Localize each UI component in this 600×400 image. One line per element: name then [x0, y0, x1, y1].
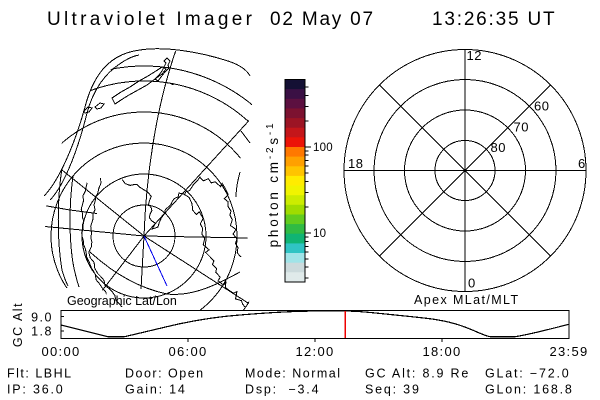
- svg-text:GC Alt: 8.9 Re: GC Alt: 8.9 Re: [365, 367, 470, 381]
- svg-text:Seq: 39: Seq: 39: [365, 383, 421, 397]
- svg-text:02 May 07: 02 May 07: [270, 9, 375, 30]
- svg-text:70: 70: [514, 120, 529, 135]
- svg-text:Geographic Lat/Lon: Geographic Lat/Lon: [67, 294, 177, 308]
- svg-text:IP: 36.0: IP: 36.0: [7, 383, 65, 397]
- svg-text:00:00: 00:00: [41, 344, 80, 359]
- svg-text:GLon: 168.8: GLon: 168.8: [485, 383, 574, 397]
- svg-text:Dsp: −3.4: Dsp: −3.4: [245, 383, 320, 397]
- svg-text:GLat: −72.0: GLat: −72.0: [485, 367, 570, 381]
- svg-text:Ultraviolet Imager: Ultraviolet Imager: [47, 9, 255, 30]
- svg-text:Door: Open: Door: Open: [125, 367, 205, 381]
- svg-text:23:59: 23:59: [549, 344, 588, 359]
- svg-text:Flt: LBHL: Flt: LBHL: [7, 367, 73, 381]
- svg-text:80: 80: [491, 140, 506, 155]
- svg-text:18:00: 18:00: [422, 344, 461, 359]
- svg-text:10: 10: [313, 228, 326, 240]
- svg-text:100: 100: [313, 142, 333, 154]
- svg-text:9.0: 9.0: [31, 310, 53, 324]
- svg-text:6: 6: [578, 156, 586, 171]
- svg-text:60: 60: [534, 99, 549, 114]
- svg-text:Gain: 14: Gain: 14: [125, 383, 187, 397]
- svg-text:18: 18: [348, 156, 363, 171]
- svg-text:0: 0: [468, 276, 476, 291]
- svg-text:13:26:35 UT: 13:26:35 UT: [432, 9, 556, 30]
- svg-text:GC Alt: GC Alt: [11, 302, 25, 347]
- svg-text:06:00: 06:00: [168, 344, 207, 359]
- svg-text:Mode: Normal: Mode: Normal: [245, 367, 342, 381]
- svg-text:12:00: 12:00: [295, 344, 334, 359]
- svg-text:photon cm-2s-1: photon cm-2s-1: [265, 121, 281, 248]
- svg-text:Apex MLat/MLT: Apex MLat/MLT: [414, 293, 520, 307]
- svg-text:1.8: 1.8: [31, 325, 53, 339]
- svg-text:12: 12: [467, 48, 482, 63]
